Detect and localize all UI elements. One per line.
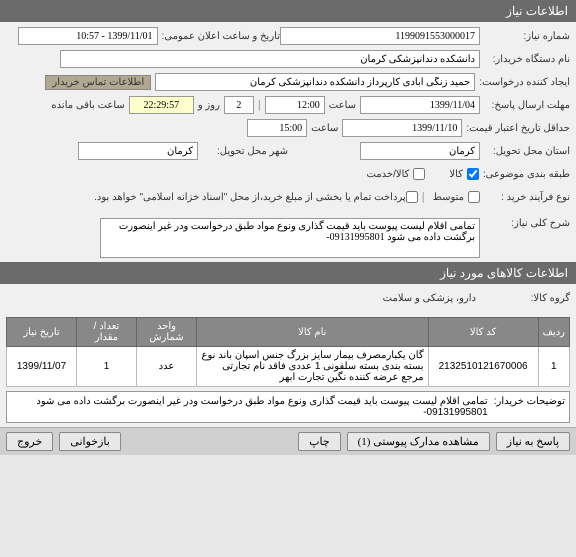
- key-desc-row: شرح کلی نیاز: تمامی اقلام لیست پیوست بای…: [0, 214, 576, 262]
- process-type-label: نوع فرآیند خرید :: [480, 192, 570, 203]
- contact-buyer-button[interactable]: اطلاعات تماس خریدار: [45, 75, 151, 90]
- need-no-label: شماره نیاز:: [480, 31, 570, 42]
- items-header: اطلاعات کالاهای مورد نیاز: [0, 262, 576, 284]
- province-label: استان محل تحویل:: [480, 146, 570, 157]
- need-no-input[interactable]: [280, 27, 480, 45]
- cell-n: 1: [538, 347, 569, 387]
- service-checkbox[interactable]: [413, 168, 425, 180]
- col-qty: تعداد / مقدار: [77, 318, 137, 347]
- need-info-panel: اطلاعات نیاز شماره نیاز: تاریخ و ساعت اع…: [0, 0, 576, 455]
- hour-label-1: ساعت: [325, 100, 360, 111]
- goods-checkbox[interactable]: [467, 168, 479, 180]
- cell-name: گان یکبارمصرف بیمار سایز بزرگ جنس اسپان …: [197, 347, 429, 387]
- col-code: کد کالا: [428, 318, 538, 347]
- panel-header: اطلاعات نیاز: [0, 0, 576, 22]
- hour-label-2: ساعت: [307, 123, 342, 134]
- cell-code: 2132510121670006: [428, 347, 538, 387]
- creator-input[interactable]: [155, 73, 475, 91]
- table-row[interactable]: 1 2132510121670006 گان یکبارمصرف بیمار س…: [7, 347, 570, 387]
- buyer-desc-text: تمامی اقلام لیست پیوست باید قیمت گذاری و…: [11, 396, 494, 418]
- treasury-note: پرداخت تمام یا بخشی از مبلغ خرید،از محل …: [94, 192, 406, 203]
- buyer-desc-box: توضیحات خریدار: تمامی اقلام لیست پیوست ب…: [6, 391, 570, 423]
- items-table: ردیف کد کالا نام کالا واحد شمارش تعداد /…: [6, 317, 570, 387]
- key-desc-textarea[interactable]: تمامی اقلام لیست پیوست باید قیمت گذاری و…: [100, 218, 480, 258]
- panel-title: اطلاعات نیاز: [506, 4, 568, 18]
- days-label: روز و: [194, 100, 224, 111]
- service-cb-label: کالا/خدمت: [362, 169, 413, 180]
- cell-qty: 1: [77, 347, 137, 387]
- item-group-label: گروه کالا:: [480, 293, 570, 304]
- partial-cb-label: متوسط: [429, 192, 468, 203]
- valid-hour-input[interactable]: [247, 119, 307, 137]
- key-desc-label: شرح کلی نیاز:: [480, 218, 570, 229]
- remain-label: ساعت باقی مانده: [47, 100, 128, 111]
- item-group-value: دارو، پزشکی و سلامت: [379, 293, 480, 304]
- col-unit: واحد شمارش: [137, 318, 197, 347]
- partial-checkbox[interactable]: [468, 191, 480, 203]
- countdown-input: [129, 96, 194, 114]
- send-deadline-label: مهلت ارسال پاسخ:: [480, 100, 570, 111]
- col-date: تاریخ نیاز: [7, 318, 77, 347]
- province-input[interactable]: [360, 142, 480, 160]
- valid-date-input[interactable]: [342, 119, 462, 137]
- cell-unit: عدد: [137, 347, 197, 387]
- treasury-checkbox[interactable]: [406, 191, 418, 203]
- answer-button[interactable]: پاسخ به نیاز: [496, 432, 570, 451]
- items-header-title: اطلاعات کالاهای مورد نیاز: [440, 266, 568, 280]
- city-input[interactable]: [78, 142, 198, 160]
- goods-cb-label: کالا: [445, 169, 467, 180]
- refresh-button[interactable]: بازخوانی: [59, 432, 121, 451]
- creator-label: ایجاد کننده درخواست:: [475, 77, 570, 88]
- category-label: طبقه بندی موضوعی:: [479, 169, 570, 180]
- city-label: شهر محل تحویل:: [198, 146, 288, 157]
- footer-bar: پاسخ به نیاز مشاهده مدارک پیوستی (1) چاپ…: [0, 427, 576, 455]
- announce-dt-label: تاریخ و ساعت اعلان عمومی:: [158, 31, 281, 42]
- top-section: شماره نیاز: تاریخ و ساعت اعلان عمومی: نا…: [0, 22, 576, 214]
- col-name: نام کالا: [197, 318, 429, 347]
- send-hour-input[interactable]: [265, 96, 325, 114]
- announce-dt-input[interactable]: [18, 27, 158, 45]
- table-header-row: ردیف کد کالا نام کالا واحد شمارش تعداد /…: [7, 318, 570, 347]
- attachments-button[interactable]: مشاهده مدارک پیوستی (1): [347, 432, 490, 451]
- exit-button[interactable]: خروج: [6, 432, 53, 451]
- buyer-org-label: نام دستگاه خریدار:: [480, 54, 570, 65]
- col-n: ردیف: [538, 318, 569, 347]
- cell-date: 1399/11/07: [7, 347, 77, 387]
- validity-label: حداقل تاریخ اعتبار قیمت:: [462, 123, 570, 134]
- send-date-input[interactable]: [360, 96, 480, 114]
- days-input: [224, 96, 254, 114]
- buyer-org-input[interactable]: [60, 50, 480, 68]
- buyer-desc-label: توضیحات خریدار:: [494, 396, 565, 407]
- print-button[interactable]: چاپ: [298, 432, 341, 451]
